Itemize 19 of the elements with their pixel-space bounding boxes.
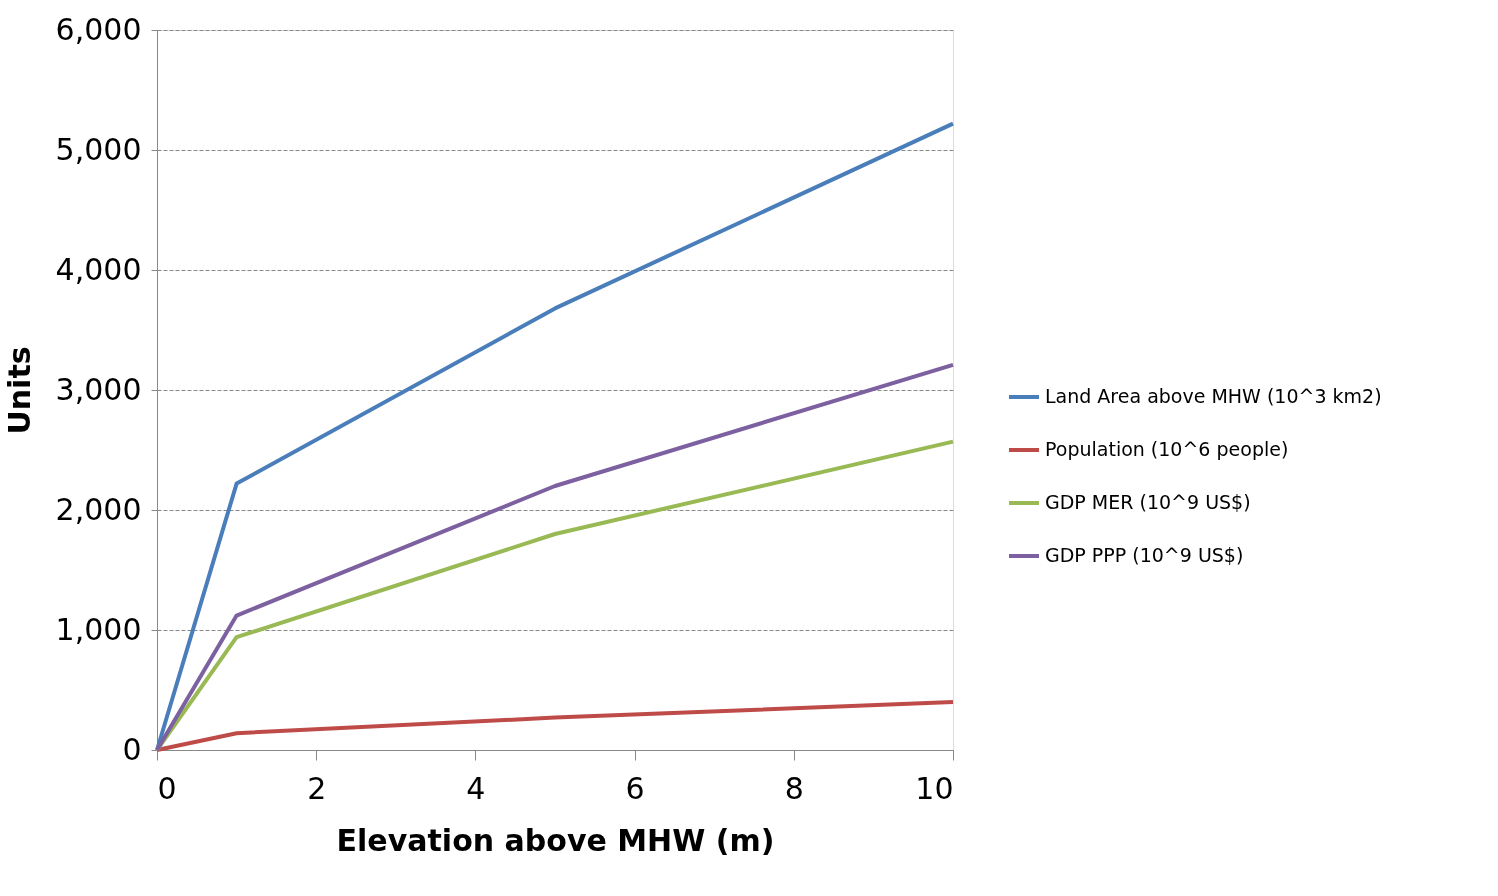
x-tick-label: 0 — [157, 770, 177, 806]
x-tick-label: 10 — [915, 770, 954, 806]
legend-label: GDP PPP (10^9 US$) — [1045, 544, 1244, 566]
y-tick-label: 6,000 — [55, 11, 142, 47]
y-axis-title: Units — [1, 346, 37, 435]
legend-label: GDP MER (10^9 US$) — [1045, 491, 1251, 513]
legend-label: Land Area above MHW (10^3 km2) — [1045, 385, 1382, 407]
y-tick-label: 3,000 — [55, 371, 142, 407]
y-tick-label: 4,000 — [55, 251, 142, 287]
x-tick-label: 8 — [784, 770, 804, 806]
y-tick-label: 1,000 — [55, 611, 142, 647]
y-tick-label: 0 — [122, 731, 142, 767]
x-tick-label: 4 — [466, 770, 486, 806]
x-tick-label: 6 — [625, 770, 645, 806]
legend-label: Population (10^6 people) — [1045, 438, 1289, 460]
y-tick-label: 5,000 — [55, 131, 142, 167]
y-tick-label: 2,000 — [55, 491, 142, 527]
x-tick-label: 2 — [307, 770, 327, 806]
x-axis-title: Elevation above MHW (m) — [336, 822, 775, 858]
